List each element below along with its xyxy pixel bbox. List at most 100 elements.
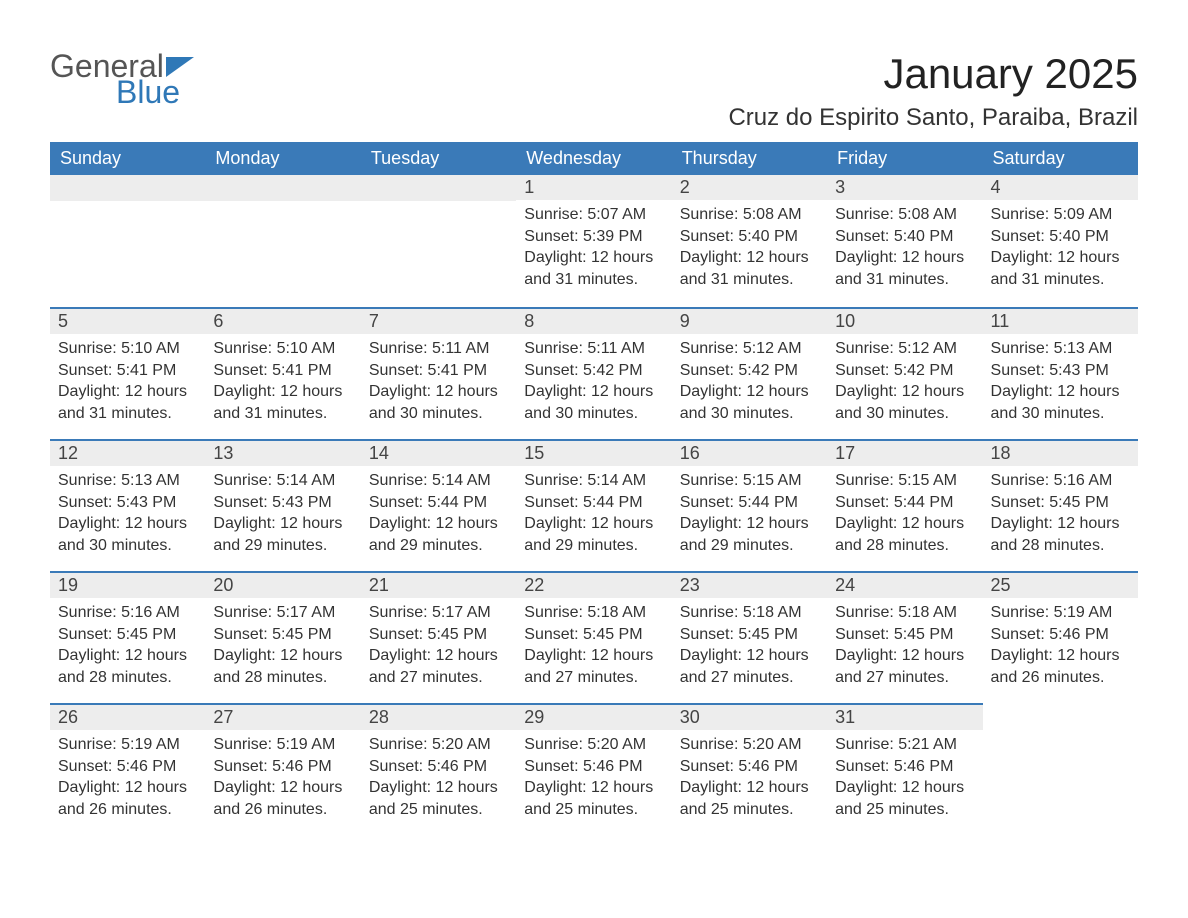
month-title: January 2025 xyxy=(728,50,1138,98)
day-details: Sunrise: 5:10 AMSunset: 5:41 PMDaylight:… xyxy=(50,334,205,430)
daylight-line: Daylight: 12 hours and 30 minutes. xyxy=(680,381,819,424)
empty-day-bar xyxy=(205,175,360,201)
day-details: Sunrise: 5:14 AMSunset: 5:43 PMDaylight:… xyxy=(205,466,360,562)
daylight-line: Daylight: 12 hours and 27 minutes. xyxy=(680,645,819,688)
day-details: Sunrise: 5:17 AMSunset: 5:45 PMDaylight:… xyxy=(361,598,516,694)
empty-day-bar xyxy=(361,175,516,201)
day-details: Sunrise: 5:19 AMSunset: 5:46 PMDaylight:… xyxy=(983,598,1138,694)
day-number: 29 xyxy=(516,703,671,730)
location-subtitle: Cruz do Espirito Santo, Paraiba, Brazil xyxy=(728,104,1138,132)
day-details: Sunrise: 5:12 AMSunset: 5:42 PMDaylight:… xyxy=(827,334,982,430)
day-details: Sunrise: 5:16 AMSunset: 5:45 PMDaylight:… xyxy=(983,466,1138,562)
day-number: 26 xyxy=(50,703,205,730)
sunset-line: Sunset: 5:40 PM xyxy=(991,226,1130,248)
calendar-day-cell: 28Sunrise: 5:20 AMSunset: 5:46 PMDayligh… xyxy=(361,703,516,835)
calendar-day-cell: 13Sunrise: 5:14 AMSunset: 5:43 PMDayligh… xyxy=(205,439,360,571)
day-details: Sunrise: 5:20 AMSunset: 5:46 PMDaylight:… xyxy=(361,730,516,826)
sunset-line: Sunset: 5:39 PM xyxy=(524,226,663,248)
sunset-line: Sunset: 5:45 PM xyxy=(524,624,663,646)
day-number: 9 xyxy=(672,307,827,334)
sunrise-line: Sunrise: 5:21 AM xyxy=(835,734,974,756)
day-details: Sunrise: 5:15 AMSunset: 5:44 PMDaylight:… xyxy=(672,466,827,562)
calendar-empty-cell xyxy=(205,175,360,307)
calendar-day-cell: 15Sunrise: 5:14 AMSunset: 5:44 PMDayligh… xyxy=(516,439,671,571)
sunset-line: Sunset: 5:46 PM xyxy=(524,756,663,778)
daylight-line: Daylight: 12 hours and 30 minutes. xyxy=(991,381,1130,424)
sunset-line: Sunset: 5:46 PM xyxy=(213,756,352,778)
day-number: 30 xyxy=(672,703,827,730)
logo-word-blue: Blue xyxy=(116,76,194,108)
calendar-day-cell: 4Sunrise: 5:09 AMSunset: 5:40 PMDaylight… xyxy=(983,175,1138,307)
sunrise-line: Sunrise: 5:18 AM xyxy=(835,602,974,624)
day-details: Sunrise: 5:11 AMSunset: 5:42 PMDaylight:… xyxy=(516,334,671,430)
daylight-line: Daylight: 12 hours and 28 minutes. xyxy=(58,645,197,688)
day-number: 19 xyxy=(50,571,205,598)
calendar-day-cell: 25Sunrise: 5:19 AMSunset: 5:46 PMDayligh… xyxy=(983,571,1138,703)
calendar-day-cell: 19Sunrise: 5:16 AMSunset: 5:45 PMDayligh… xyxy=(50,571,205,703)
sunrise-line: Sunrise: 5:17 AM xyxy=(213,602,352,624)
weekday-header: Saturday xyxy=(983,142,1138,175)
sunset-line: Sunset: 5:45 PM xyxy=(680,624,819,646)
day-number: 25 xyxy=(983,571,1138,598)
day-details: Sunrise: 5:08 AMSunset: 5:40 PMDaylight:… xyxy=(672,200,827,296)
daylight-line: Daylight: 12 hours and 30 minutes. xyxy=(58,513,197,556)
sunset-line: Sunset: 5:45 PM xyxy=(991,492,1130,514)
sunset-line: Sunset: 5:43 PM xyxy=(58,492,197,514)
daylight-line: Daylight: 12 hours and 27 minutes. xyxy=(835,645,974,688)
weekday-header: Friday xyxy=(827,142,982,175)
sunrise-line: Sunrise: 5:19 AM xyxy=(991,602,1130,624)
weekday-header: Tuesday xyxy=(361,142,516,175)
sunrise-line: Sunrise: 5:11 AM xyxy=(524,338,663,360)
calendar-header-row: SundayMondayTuesdayWednesdayThursdayFrid… xyxy=(50,142,1138,175)
day-number: 4 xyxy=(983,175,1138,200)
day-details: Sunrise: 5:13 AMSunset: 5:43 PMDaylight:… xyxy=(50,466,205,562)
daylight-line: Daylight: 12 hours and 25 minutes. xyxy=(524,777,663,820)
calendar-day-cell: 3Sunrise: 5:08 AMSunset: 5:40 PMDaylight… xyxy=(827,175,982,307)
sunrise-line: Sunrise: 5:09 AM xyxy=(991,204,1130,226)
day-details: Sunrise: 5:16 AMSunset: 5:45 PMDaylight:… xyxy=(50,598,205,694)
calendar-day-cell: 31Sunrise: 5:21 AMSunset: 5:46 PMDayligh… xyxy=(827,703,982,835)
sunrise-line: Sunrise: 5:20 AM xyxy=(369,734,508,756)
day-number: 22 xyxy=(516,571,671,598)
day-number: 10 xyxy=(827,307,982,334)
calendar-day-cell: 21Sunrise: 5:17 AMSunset: 5:45 PMDayligh… xyxy=(361,571,516,703)
day-details: Sunrise: 5:20 AMSunset: 5:46 PMDaylight:… xyxy=(516,730,671,826)
sunrise-line: Sunrise: 5:07 AM xyxy=(524,204,663,226)
day-details: Sunrise: 5:08 AMSunset: 5:40 PMDaylight:… xyxy=(827,200,982,296)
day-number: 17 xyxy=(827,439,982,466)
sunset-line: Sunset: 5:40 PM xyxy=(680,226,819,248)
sunrise-line: Sunrise: 5:19 AM xyxy=(213,734,352,756)
day-details: Sunrise: 5:21 AMSunset: 5:46 PMDaylight:… xyxy=(827,730,982,826)
sunrise-line: Sunrise: 5:18 AM xyxy=(524,602,663,624)
sunrise-line: Sunrise: 5:14 AM xyxy=(369,470,508,492)
day-details: Sunrise: 5:20 AMSunset: 5:46 PMDaylight:… xyxy=(672,730,827,826)
calendar-day-cell: 11Sunrise: 5:13 AMSunset: 5:43 PMDayligh… xyxy=(983,307,1138,439)
sunset-line: Sunset: 5:45 PM xyxy=(213,624,352,646)
sunset-line: Sunset: 5:46 PM xyxy=(835,756,974,778)
daylight-line: Daylight: 12 hours and 31 minutes. xyxy=(213,381,352,424)
daylight-line: Daylight: 12 hours and 28 minutes. xyxy=(991,513,1130,556)
day-number: 8 xyxy=(516,307,671,334)
day-number: 16 xyxy=(672,439,827,466)
calendar-day-cell: 1Sunrise: 5:07 AMSunset: 5:39 PMDaylight… xyxy=(516,175,671,307)
daylight-line: Daylight: 12 hours and 27 minutes. xyxy=(369,645,508,688)
day-number: 23 xyxy=(672,571,827,598)
calendar-day-cell: 30Sunrise: 5:20 AMSunset: 5:46 PMDayligh… xyxy=(672,703,827,835)
calendar-day-cell: 17Sunrise: 5:15 AMSunset: 5:44 PMDayligh… xyxy=(827,439,982,571)
sunrise-line: Sunrise: 5:16 AM xyxy=(991,470,1130,492)
sunset-line: Sunset: 5:44 PM xyxy=(524,492,663,514)
day-number: 3 xyxy=(827,175,982,200)
daylight-line: Daylight: 12 hours and 30 minutes. xyxy=(835,381,974,424)
sunrise-line: Sunrise: 5:13 AM xyxy=(991,338,1130,360)
calendar-week-row: 12Sunrise: 5:13 AMSunset: 5:43 PMDayligh… xyxy=(50,439,1138,571)
daylight-line: Daylight: 12 hours and 25 minutes. xyxy=(680,777,819,820)
day-details: Sunrise: 5:10 AMSunset: 5:41 PMDaylight:… xyxy=(205,334,360,430)
sunset-line: Sunset: 5:44 PM xyxy=(680,492,819,514)
daylight-line: Daylight: 12 hours and 31 minutes. xyxy=(680,247,819,290)
day-number: 6 xyxy=(205,307,360,334)
daylight-line: Daylight: 12 hours and 26 minutes. xyxy=(58,777,197,820)
daylight-line: Daylight: 12 hours and 31 minutes. xyxy=(835,247,974,290)
sunrise-line: Sunrise: 5:20 AM xyxy=(680,734,819,756)
sunrise-line: Sunrise: 5:12 AM xyxy=(835,338,974,360)
sunset-line: Sunset: 5:45 PM xyxy=(369,624,508,646)
